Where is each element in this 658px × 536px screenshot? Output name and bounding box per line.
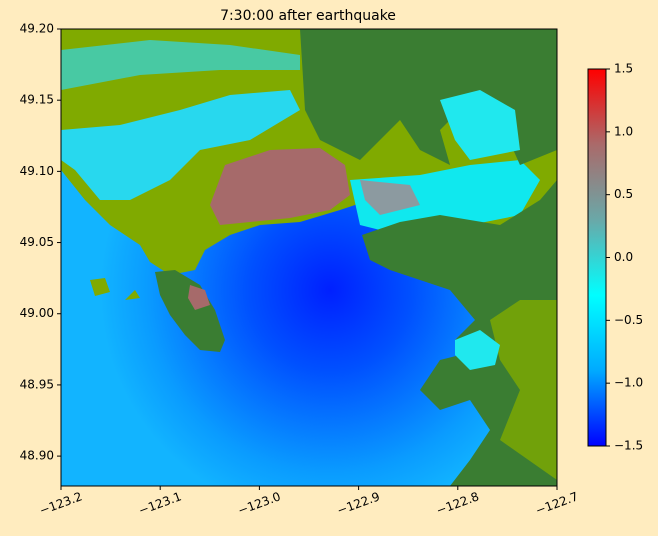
colorbar-tick-label: −1.5 [614, 439, 643, 453]
upland [362, 180, 557, 486]
colorbar-tick-label: 0.5 [614, 187, 633, 201]
inundation-high [188, 285, 210, 310]
chart-title: 7:30:00 after earthquake [220, 8, 396, 24]
map [61, 29, 557, 486]
x-tick-label: −123.2 [38, 489, 85, 517]
flooded-area [455, 330, 500, 370]
y-tick-label: 49.20 [20, 22, 54, 36]
y-tick-label: 49.05 [20, 235, 54, 249]
lowland [490, 300, 557, 480]
axes-frame [60, 28, 558, 487]
flooded-area [61, 40, 300, 90]
colorbar [587, 68, 607, 447]
flooded-area [350, 160, 540, 230]
colorbar-tick-label: −0.5 [614, 313, 643, 327]
x-tick-label: −122.8 [434, 489, 481, 517]
inundation-high [210, 148, 350, 225]
x-tick-label: −123.1 [137, 489, 184, 517]
colorbar-tick-label: −1.0 [614, 376, 643, 390]
y-tick-label: 49.00 [20, 306, 54, 320]
y-tick-label: 48.90 [20, 449, 54, 463]
y-tick-label: 48.95 [20, 377, 54, 391]
x-tick-label: −122.7 [534, 489, 581, 517]
x-tick-label: −122.9 [335, 489, 382, 517]
y-tick-label: 49.10 [20, 164, 54, 178]
peninsula [155, 270, 225, 352]
islet [90, 278, 140, 300]
colorbar-tick-label: 0.0 [614, 250, 633, 264]
flooded-area [440, 90, 520, 160]
colorbar-tick-label: 1.5 [614, 62, 633, 76]
x-tick-label: −123.0 [236, 489, 283, 517]
flooded-area [61, 90, 300, 200]
inundation-mid [360, 180, 420, 215]
colorbar-tick-label: 1.0 [614, 124, 633, 138]
y-tick-label: 49.15 [20, 93, 54, 107]
upland [300, 29, 557, 165]
